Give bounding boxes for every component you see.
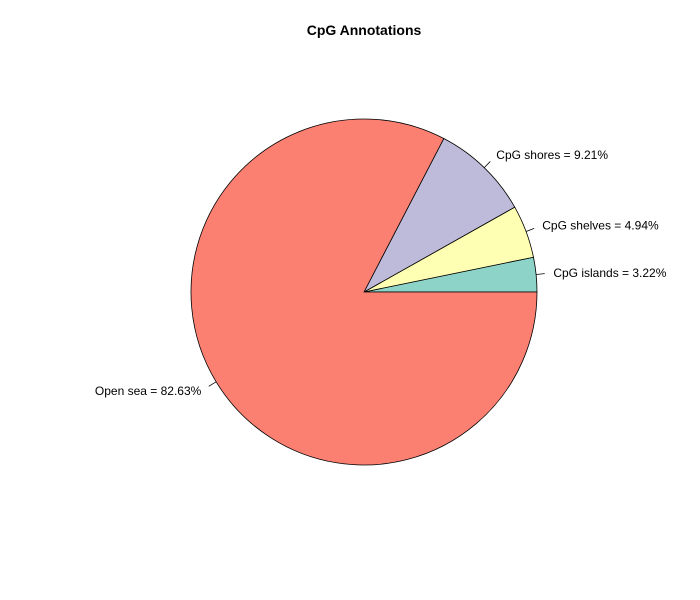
pie-label-1: CpG shelves = 4.94% (542, 218, 659, 232)
pie-slice-2 (363, 137, 516, 294)
pie-label-3: Open sea = 82.63% (95, 384, 202, 398)
pie-label-tick-3 (208, 381, 217, 387)
pie-label-tick-0 (536, 273, 545, 275)
pie-labels: CpG islands = 3.22% CpG shelves = 4.94% Cp… (95, 148, 667, 398)
pie-label-tick-2 (483, 161, 491, 168)
pie-label-0: CpG islands = 3.22% (553, 266, 666, 280)
pie-label-2: CpG shores = 9.21% (496, 148, 608, 162)
pie-slices (190, 118, 538, 466)
chart-title: CpG Annotations (307, 22, 422, 38)
pie-label-tick-1 (525, 228, 535, 232)
